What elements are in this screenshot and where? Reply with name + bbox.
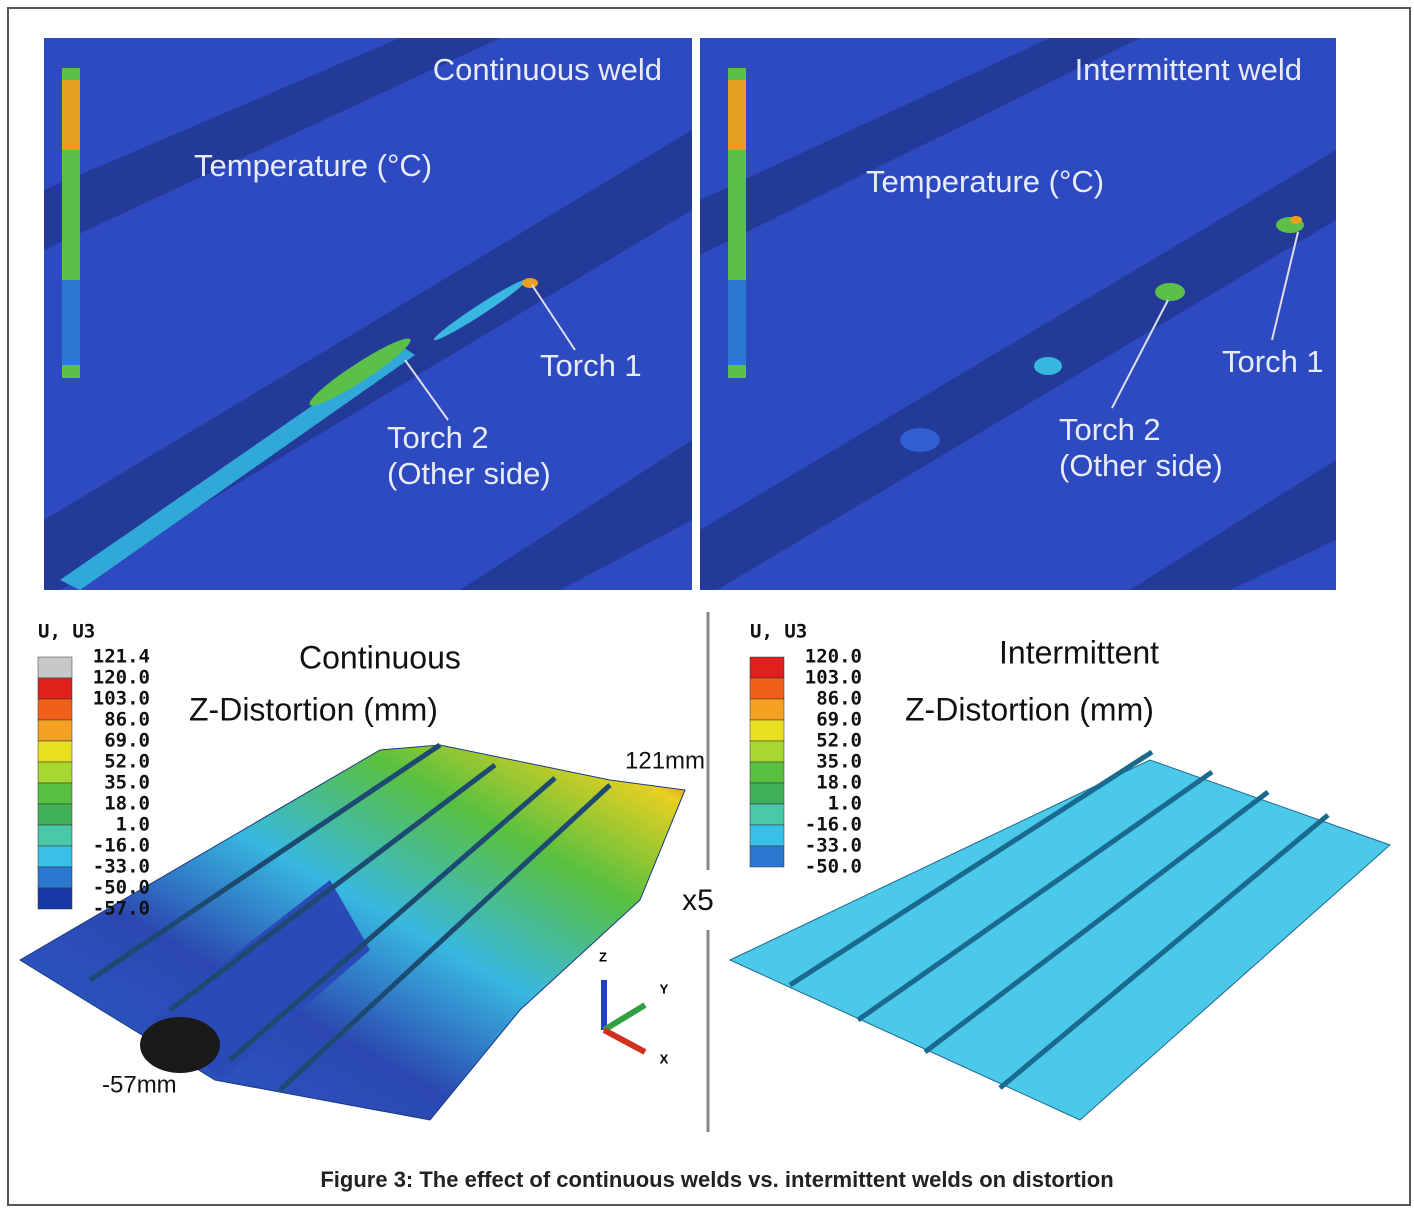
legend-swatch <box>37 698 73 721</box>
panel-title: Intermittent <box>999 634 1159 670</box>
legend-label: -16.0 <box>93 835 150 857</box>
legend-label: 18.0 <box>104 793 150 815</box>
legend-label: 18.0 <box>816 772 862 794</box>
legend-swatch <box>37 782 73 805</box>
legend-label: 1.0 <box>116 814 150 836</box>
legend-swatch <box>37 803 73 826</box>
legend-swatch <box>749 845 785 868</box>
legend-label: 120.0 <box>805 646 862 668</box>
panel-title: Continuous weld <box>433 52 662 87</box>
legend-label: -50.0 <box>93 877 150 899</box>
annotation: Torch 2 <box>387 420 489 455</box>
legend-label: 69.0 <box>816 709 862 731</box>
legend-swatch <box>749 782 785 805</box>
legend-swatch <box>749 803 785 826</box>
legend-label: 52.0 <box>104 751 150 773</box>
legend-swatch <box>749 719 785 742</box>
annotation: 121mm <box>625 747 705 774</box>
legend-label: -16.0 <box>805 814 862 836</box>
axis-triad: Z Y X <box>599 949 669 1066</box>
axis-label: X <box>660 1051 669 1066</box>
annotation: (Other side) <box>387 456 551 491</box>
temperature-continuous <box>44 38 692 590</box>
legend-label: 52.0 <box>816 730 862 752</box>
legend-swatch <box>37 656 73 679</box>
frame <box>7 7 1411 1206</box>
legend-label: -57.0 <box>93 898 150 920</box>
axis-label: Z <box>599 949 607 964</box>
annotation: Torch 1 <box>540 348 642 383</box>
legend-label: 86.0 <box>816 688 862 710</box>
annotation: (Other side) <box>1059 448 1223 483</box>
legend-swatch <box>749 824 785 847</box>
temperature-intermittent <box>700 38 1336 590</box>
legend-swatch <box>37 887 73 910</box>
annotation: Torch 1 <box>1222 344 1324 379</box>
legend-label: 121.4 <box>93 646 150 668</box>
legend-label: -33.0 <box>805 835 862 857</box>
annotation: -57mm <box>102 1071 177 1098</box>
axis-label: Y <box>660 981 669 996</box>
legend-swatch <box>37 719 73 742</box>
caption: Figure 3: The effect of continuous welds… <box>320 1167 1113 1192</box>
legend-swatch <box>749 656 785 679</box>
legend-title: U, U3 <box>38 621 95 643</box>
legend-swatch <box>37 824 73 847</box>
panel-label: Z-Distortion (mm) <box>905 691 1154 727</box>
scale-factor: x5 <box>682 884 714 917</box>
legend-swatch <box>37 677 73 700</box>
legend-label: 103.0 <box>93 688 150 710</box>
legend-label: 35.0 <box>816 751 862 773</box>
legend-swatch <box>749 677 785 700</box>
annotation: Torch 2 <box>1059 412 1161 447</box>
legend-label: 120.0 <box>93 667 150 689</box>
legend-label: 1.0 <box>828 793 862 815</box>
legend-label: 69.0 <box>104 730 150 752</box>
panel-label: Temperature (°C) <box>194 148 432 183</box>
legend-swatch <box>37 845 73 868</box>
legend-swatch <box>749 740 785 763</box>
panel-title: Intermittent weld <box>1075 52 1302 87</box>
legend-title: U, U3 <box>750 621 807 643</box>
legend-label: 86.0 <box>104 709 150 731</box>
plate <box>728 759 1391 1121</box>
legend-label: 103.0 <box>805 667 862 689</box>
legend-label: -33.0 <box>93 856 150 878</box>
panel-label: Temperature (°C) <box>866 164 1104 199</box>
legend-swatch <box>37 761 73 784</box>
panel-title: Continuous <box>299 639 461 675</box>
legend-swatch <box>37 740 73 763</box>
legend-label: -50.0 <box>805 856 862 878</box>
legend-swatch <box>749 761 785 784</box>
legend-label: 35.0 <box>104 772 150 794</box>
legend-swatch <box>37 866 73 889</box>
legend-swatch <box>749 698 785 721</box>
panel-label: Z-Distortion (mm) <box>189 691 438 727</box>
